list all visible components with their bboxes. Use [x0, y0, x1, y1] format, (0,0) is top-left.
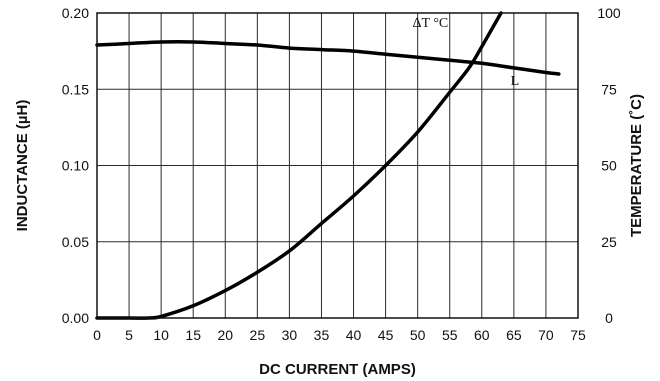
right-y-tick-label: 100 [597, 5, 621, 21]
left-y-tick-label: 0.05 [62, 234, 89, 250]
right-y-tick-label: 25 [601, 234, 617, 250]
left-y-axis-ticks: 0.00 0.05 0.10 0.15 0.20 [62, 5, 89, 326]
left-y-axis-title: INDUCTANCE (µH) [14, 100, 31, 232]
x-axis-ticks: 0 5 10 15 20 25 30 35 40 45 50 55 60 65 70 75 [93, 327, 586, 343]
right-y-axis-ticks: 0 25 50 75 100 [597, 5, 621, 326]
x-tick-label: 30 [282, 327, 298, 343]
plot-area-frame [96, 12, 579, 319]
right-y-tick-label: 75 [601, 81, 617, 97]
x-tick-label: 15 [185, 327, 201, 343]
inductance-series-label: L [511, 74, 520, 89]
x-tick-label: 5 [125, 327, 133, 343]
grid [96, 12, 579, 319]
x-tick-label: 65 [506, 327, 522, 343]
x-tick-label: 10 [153, 327, 169, 343]
x-tick-label: 0 [93, 327, 101, 343]
x-tick-label: 60 [474, 327, 490, 343]
right-y-tick-label: 50 [601, 158, 617, 174]
x-tick-label: 45 [378, 327, 394, 343]
x-tick-label: 55 [442, 327, 458, 343]
left-y-tick-label: 0.15 [62, 81, 89, 97]
x-tick-label: 25 [250, 327, 266, 343]
left-y-tick-label: 0.20 [62, 5, 89, 21]
x-tick-label: 50 [410, 327, 426, 343]
series-labels: L ΔT °C [413, 16, 520, 89]
x-tick-label: 20 [217, 327, 233, 343]
right-y-axis-title: TEMPERATURE (˚C) [628, 94, 645, 237]
x-tick-label: 35 [314, 327, 330, 343]
right-y-tick-label: 0 [605, 310, 613, 326]
x-tick-label: 75 [570, 327, 586, 343]
temperature-series-label: ΔT °C [413, 16, 449, 31]
left-y-tick-label: 0.00 [62, 310, 89, 326]
x-tick-label: 40 [346, 327, 362, 343]
x-tick-label: 70 [538, 327, 554, 343]
left-y-tick-label: 0.10 [62, 158, 89, 174]
inductance-line [95, 40, 561, 76]
x-axis-title: DC CURRENT (AMPS) [259, 361, 416, 378]
